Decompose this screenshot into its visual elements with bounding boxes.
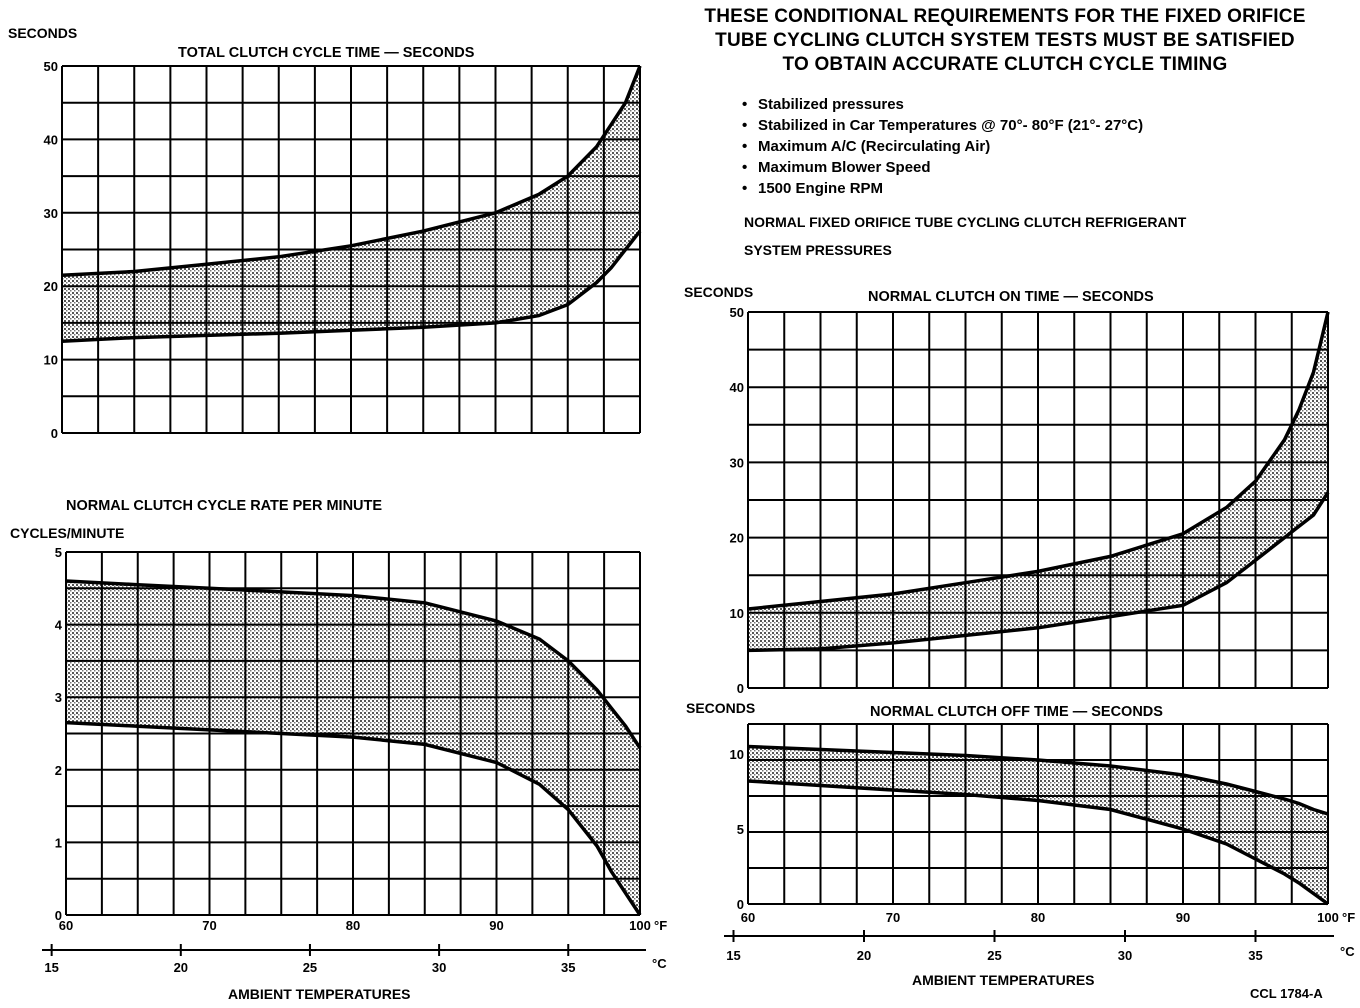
chart2-ytick-label: 3: [55, 690, 62, 705]
chart3-ytick-label: 50: [730, 305, 744, 320]
chart4-xtick-c-label: 15: [726, 948, 740, 963]
chart2-unit-f: °F: [654, 918, 667, 933]
chart4-xtick-c-label: 35: [1248, 948, 1262, 963]
chart2-ytick-label: 1: [55, 835, 62, 850]
chart2-ytick-label: 2: [55, 763, 62, 778]
chart3-ytick-label: 30: [730, 455, 744, 470]
chart2-unit-c: °C: [652, 956, 667, 971]
chart2-upper-curve: [65, 579, 642, 749]
chart2-xtick-c-label: 35: [561, 960, 575, 975]
chart1-ytick-label: 20: [44, 279, 58, 294]
chart1-ytick-label: 30: [44, 206, 58, 221]
chart4-upper-curve: [747, 744, 1329, 816]
chart2-ytick-label: 5: [55, 545, 62, 560]
chart3-title: NORMAL CLUTCH ON TIME — SECONDS: [868, 289, 1154, 305]
chart1-ylabel: SECONDS: [8, 25, 78, 41]
chart4-xlabel: AMBIENT TEMPERATURES: [912, 972, 1095, 988]
chart3-ytick-label: 10: [730, 606, 744, 621]
chart4-lower-curve: [747, 779, 1330, 906]
chart2-ytick-label: 4: [55, 618, 63, 633]
chart2-xtick-f-label: 70: [202, 918, 216, 933]
chart4-xtick-c-label: 30: [1118, 948, 1132, 963]
chart1-lower-curve: [61, 230, 642, 344]
chart4-xtick-f-label: 70: [886, 910, 900, 925]
chart4-ytick-label: 0: [737, 897, 744, 912]
chart2-xtick-c-label: 25: [303, 960, 317, 975]
requirement-item: 1500 Engine RPM: [742, 178, 1143, 199]
chart2-xlabel: AMBIENT TEMPERATURES: [228, 986, 411, 1002]
header-line-3: TO OBTAIN ACCURATE CLUTCH CYCLE TIMING: [782, 54, 1228, 75]
chart4-unit-c: °C: [1340, 944, 1355, 959]
chart2-xtick-c-label: 20: [174, 960, 188, 975]
chart4-xtick-c-label: 20: [857, 948, 871, 963]
requirement-item: Stabilized pressures: [742, 94, 1143, 115]
footer-code: CCL 1784-A: [1250, 986, 1323, 1001]
chart2-xtick-f-label: 100: [629, 918, 651, 933]
chart4-ytick-label: 10: [730, 747, 744, 762]
pressures-heading-2: SYSTEM PRESSURES: [744, 242, 892, 258]
header-line-1: THESE CONDITIONAL REQUIREMENTS FOR THE F…: [704, 6, 1306, 27]
chart4-xtick-c-label: 25: [987, 948, 1001, 963]
chart3-ytick-label: 0: [737, 681, 744, 696]
chart1-upper-curve: [61, 65, 642, 277]
chart2-title: NORMAL CLUTCH CYCLE RATE PER MINUTE: [66, 498, 383, 514]
chart4-title: NORMAL CLUTCH OFF TIME — SECONDS: [870, 704, 1163, 720]
header-line-2: TUBE CYCLING CLUTCH SYSTEM TESTS MUST BE…: [715, 30, 1295, 51]
chart2-lower-curve: [65, 720, 642, 916]
chart4-ylabel: SECONDS: [686, 700, 756, 716]
chart1-title: TOTAL CLUTCH CYCLE TIME — SECONDS: [178, 45, 475, 61]
chart4-ytick-label: 5: [737, 822, 744, 837]
pressures-heading-1: NORMAL FIXED ORIFICE TUBE CYCLING CLUTCH…: [744, 214, 1187, 230]
requirement-item: Stabilized in Car Temperatures @ 70°- 80…: [742, 115, 1143, 136]
chart1-ytick-label: 10: [44, 353, 58, 368]
chart2-ytick-label: 0: [55, 908, 62, 923]
chart3-ytick-label: 20: [730, 531, 744, 546]
chart2-ylabel: CYCLES/MINUTE: [10, 525, 125, 541]
chart4-xtick-f-label: 80: [1031, 910, 1045, 925]
chart3-ylabel: SECONDS: [684, 284, 754, 300]
chart3-upper-curve: [747, 311, 1330, 611]
chart4-unit-f: °F: [1342, 910, 1355, 925]
chart2-xtick-c-label: 15: [44, 960, 58, 975]
chart2-xtick-c-label: 30: [432, 960, 446, 975]
chart2-xtick-f-label: 60: [59, 918, 73, 933]
chart3-ytick-label: 40: [730, 380, 744, 395]
chart3-lower-curve: [747, 491, 1330, 653]
chart1-ytick-label: 0: [51, 426, 58, 441]
requirement-item: Maximum A/C (Recirculating Air): [742, 136, 1143, 157]
chart4-xtick-f-label: 100: [1317, 910, 1339, 925]
chart1-ytick-label: 50: [44, 59, 58, 74]
chart2-xtick-f-label: 80: [346, 918, 360, 933]
requirements-list: Stabilized pressures Stabilized in Car T…: [742, 94, 1143, 199]
chart4-xtick-f-label: 60: [741, 910, 755, 925]
chart4-xtick-f-label: 90: [1176, 910, 1190, 925]
chart1-ytick-label: 40: [44, 132, 58, 147]
chart2-xtick-f-label: 90: [489, 918, 503, 933]
requirement-item: Maximum Blower Speed: [742, 157, 1143, 178]
